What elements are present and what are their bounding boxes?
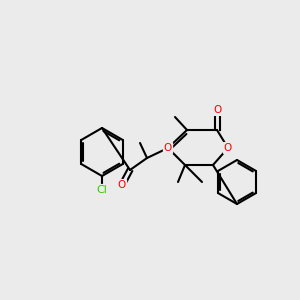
Text: Cl: Cl: [97, 185, 107, 195]
Text: O: O: [164, 143, 172, 153]
Text: O: O: [224, 143, 232, 153]
Text: O: O: [213, 105, 221, 115]
Text: O: O: [118, 180, 126, 190]
